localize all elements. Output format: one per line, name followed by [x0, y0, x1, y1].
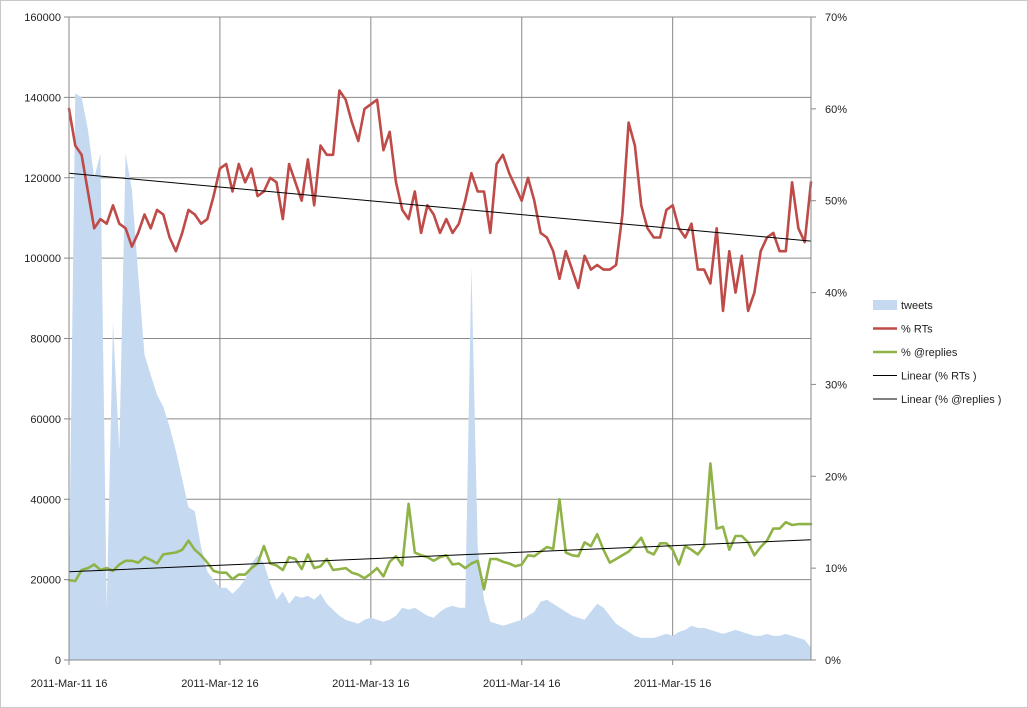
left-tick-label: 140000	[24, 92, 61, 104]
right-tick-label: 40%	[825, 288, 847, 300]
left-tick-label: 100000	[24, 253, 61, 265]
left-tick-label: 120000	[24, 173, 61, 185]
legend-item-linear-replies: Linear (% @replies )	[873, 394, 1001, 406]
left-tick-label: 20000	[30, 575, 61, 587]
left-tick-label: 0	[55, 655, 61, 667]
legend-item-linear-rts: Linear (% RTs )	[873, 371, 977, 383]
series-rts-line	[67, 89, 813, 313]
right-axis-ticks: 0% 10% 20% 30% 40% 50% 60% 70%	[811, 12, 847, 667]
legend-item-rts: % RTs	[873, 324, 933, 336]
right-tick-label: 50%	[825, 196, 847, 208]
legend-item-tweets: tweets	[873, 300, 933, 312]
left-axis-ticks: 0 20000 40000 60000 80000 100000 120000 140000 1…	[24, 12, 69, 667]
legend: tweets % RTs % @replies Linear (% RTs ) Line…	[873, 300, 1001, 406]
right-tick-label: 70%	[825, 12, 847, 24]
legend-label: % RTs	[901, 324, 933, 336]
legend-swatch	[873, 300, 897, 310]
right-tick-label: 60%	[825, 104, 847, 116]
left-tick-label: 60000	[30, 414, 61, 426]
legend-item-replies: % @replies	[873, 347, 958, 359]
right-tick-label: 20%	[825, 471, 847, 483]
right-tick-label: 30%	[825, 379, 847, 391]
x-tick-label: 2011-Mar-13 16	[332, 678, 409, 690]
x-tick-label: 2011-Mar-12 16	[181, 678, 258, 690]
x-axis-ticks: 2011-Mar-11 16 2011-Mar-12 16 2011-Mar-13 …	[31, 660, 711, 690]
left-tick-label: 160000	[24, 12, 61, 24]
x-tick-label: 2011-Mar-15 16	[634, 678, 711, 690]
series-tweets-area	[69, 93, 811, 660]
series-replies-line	[67, 462, 813, 591]
series-linear-replies-line	[68, 539, 812, 573]
x-tick-label: 2011-Mar-14 16	[483, 678, 560, 690]
x-tick-label: 2011-Mar-11 16	[31, 678, 108, 690]
right-tick-label: 10%	[825, 563, 847, 575]
legend-label: Linear (% RTs )	[901, 371, 977, 383]
series-linear-rts-line	[68, 172, 812, 242]
series-area-layer	[69, 93, 811, 660]
legend-label: Linear (% @replies )	[901, 394, 1001, 406]
legend-label: tweets	[901, 300, 933, 312]
left-tick-label: 40000	[30, 494, 61, 506]
right-tick-label: 0%	[825, 655, 841, 667]
legend-label: % @replies	[901, 347, 958, 359]
left-tick-label: 80000	[30, 334, 61, 346]
series-line-layer	[67, 89, 813, 591]
